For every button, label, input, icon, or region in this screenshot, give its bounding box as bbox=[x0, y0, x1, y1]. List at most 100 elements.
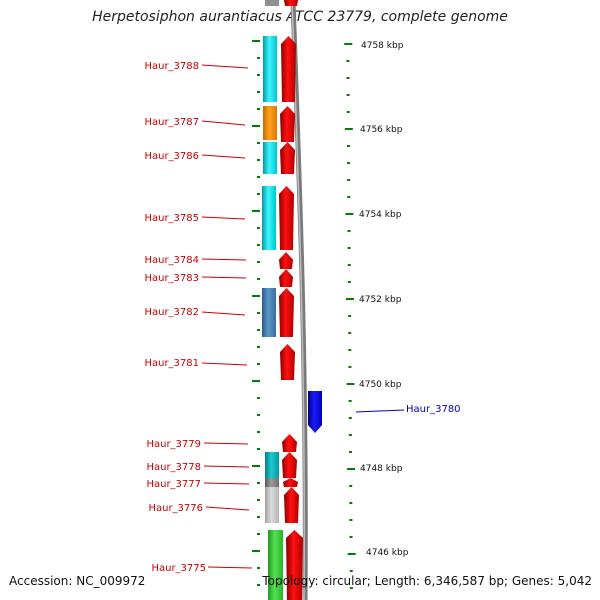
scale-label-4752: 4752 kbp bbox=[359, 295, 402, 305]
tick-right bbox=[347, 264, 351, 266]
right-tick-marks bbox=[344, 43, 356, 589]
tick-right bbox=[349, 536, 353, 538]
tick-left bbox=[257, 346, 260, 348]
tick-right bbox=[344, 128, 353, 130]
cds-arrow-haur-3781 bbox=[280, 344, 295, 380]
cds-arrow-haur-3779 bbox=[282, 434, 297, 452]
tick-right bbox=[348, 366, 352, 368]
leader-line bbox=[201, 362, 248, 366]
leader-line bbox=[201, 216, 246, 220]
gene-features bbox=[262, 36, 283, 600]
cds-arrow-haur-3782 bbox=[279, 288, 294, 337]
leader-line bbox=[201, 120, 246, 126]
feature-haur-3786 bbox=[263, 142, 277, 174]
partial-feature-gray bbox=[265, 0, 279, 6]
tick-left bbox=[257, 244, 260, 246]
cds-arrow-haur-3787 bbox=[280, 106, 295, 142]
tick-left bbox=[257, 74, 260, 76]
tick-left bbox=[252, 125, 260, 127]
gene-label-haur-3783[interactable]: Haur_3783 bbox=[144, 273, 199, 284]
leader-line bbox=[201, 276, 247, 279]
tick-right bbox=[349, 519, 353, 521]
gene-label-haur-3786[interactable]: Haur_3786 bbox=[144, 151, 199, 162]
tick-right bbox=[346, 111, 350, 113]
cds-arrow-haur-3785 bbox=[279, 186, 294, 250]
cds-arrow-haur-3788 bbox=[281, 36, 296, 102]
scale-labels: 4758 kbp 4756 kbp 4754 kbp 4752 kbp 4750… bbox=[359, 41, 409, 558]
gene-label-haur-3780[interactable]: Haur_3780 bbox=[406, 404, 461, 415]
scale-label-4748: 4748 kbp bbox=[360, 464, 403, 474]
gene-label-haur-3778[interactable]: Haur_3778 bbox=[146, 462, 201, 473]
feature-haur-3776 bbox=[265, 487, 279, 523]
tick-left bbox=[257, 584, 260, 586]
scale-label-4746: 4746 kbp bbox=[366, 548, 409, 558]
tick-left bbox=[257, 448, 260, 450]
tick-left bbox=[257, 567, 260, 569]
feature-haur-3777 bbox=[265, 478, 279, 487]
gene-label-lines bbox=[201, 64, 405, 569]
tick-right bbox=[347, 179, 351, 181]
tick-left bbox=[257, 397, 260, 399]
leader-line bbox=[201, 64, 249, 69]
tick-right bbox=[348, 451, 352, 453]
gene-label-haur-3788[interactable]: Haur_3788 bbox=[144, 61, 199, 72]
tick-left bbox=[257, 329, 260, 331]
tick-left bbox=[257, 91, 260, 93]
cds-arrow-haur-3775 bbox=[286, 530, 303, 600]
feature-haur-3787 bbox=[263, 106, 277, 140]
cds-arrow-haur-3776 bbox=[284, 487, 299, 523]
leader-line bbox=[203, 442, 249, 445]
tick-right bbox=[347, 230, 351, 232]
partial-cds-top bbox=[284, 0, 298, 6]
tick-right bbox=[348, 417, 352, 419]
tick-left bbox=[257, 176, 260, 178]
tick-right bbox=[347, 553, 356, 555]
tick-right bbox=[348, 400, 352, 402]
gene-label-haur-3779[interactable]: Haur_3779 bbox=[146, 439, 201, 450]
gene-label-haur-3776[interactable]: Haur_3776 bbox=[148, 503, 203, 514]
leader-line bbox=[203, 465, 250, 468]
cds-arrow-haur-3783 bbox=[279, 269, 293, 287]
scale-label-4758: 4758 kbp bbox=[361, 41, 404, 51]
feature-haur-3782 bbox=[262, 288, 276, 337]
feature-haur-3788 bbox=[263, 36, 277, 102]
tick-left bbox=[252, 295, 260, 297]
topology-text: Topology: circular; Length: 6,346,587 bp… bbox=[262, 574, 592, 588]
tick-right bbox=[349, 570, 353, 572]
leader-line bbox=[203, 482, 250, 485]
tick-right bbox=[346, 383, 355, 385]
cds-arrow-haur-3784 bbox=[279, 252, 293, 269]
tick-left bbox=[257, 499, 260, 501]
tick-right bbox=[345, 298, 354, 300]
tick-right bbox=[349, 502, 353, 504]
leader-line bbox=[201, 154, 246, 159]
scale-label-4754: 4754 kbp bbox=[359, 210, 402, 220]
tick-right bbox=[348, 315, 352, 317]
cds-arrows bbox=[279, 36, 322, 600]
tick-right bbox=[348, 332, 352, 334]
leader-line bbox=[207, 566, 253, 569]
tick-left bbox=[257, 57, 260, 59]
scale-label-4756: 4756 kbp bbox=[360, 125, 403, 135]
gene-label-haur-3782[interactable]: Haur_3782 bbox=[144, 307, 199, 318]
tick-left bbox=[252, 210, 260, 212]
accession-text: Accession: NC_009972 bbox=[9, 574, 146, 588]
gene-label-haur-3784[interactable]: Haur_3784 bbox=[144, 255, 199, 266]
gene-label-haur-3787[interactable]: Haur_3787 bbox=[144, 117, 199, 128]
cds-arrow-haur-3786 bbox=[280, 142, 295, 174]
tick-right bbox=[348, 349, 352, 351]
feature-haur-3775 bbox=[268, 530, 283, 600]
gene-label-haur-3775[interactable]: Haur_3775 bbox=[151, 563, 206, 574]
gene-label-haur-3785[interactable]: Haur_3785 bbox=[144, 213, 199, 224]
tick-left bbox=[252, 465, 260, 467]
tick-right bbox=[348, 434, 352, 436]
tick-left bbox=[257, 312, 260, 314]
tick-right bbox=[347, 162, 351, 164]
tick-right bbox=[347, 196, 351, 198]
tick-left bbox=[257, 414, 260, 416]
gene-label-haur-3781[interactable]: Haur_3781 bbox=[144, 358, 199, 369]
cds-arrow-haur-3780 bbox=[308, 391, 322, 433]
leader-line bbox=[201, 311, 246, 316]
gene-label-haur-3777[interactable]: Haur_3777 bbox=[146, 479, 201, 490]
